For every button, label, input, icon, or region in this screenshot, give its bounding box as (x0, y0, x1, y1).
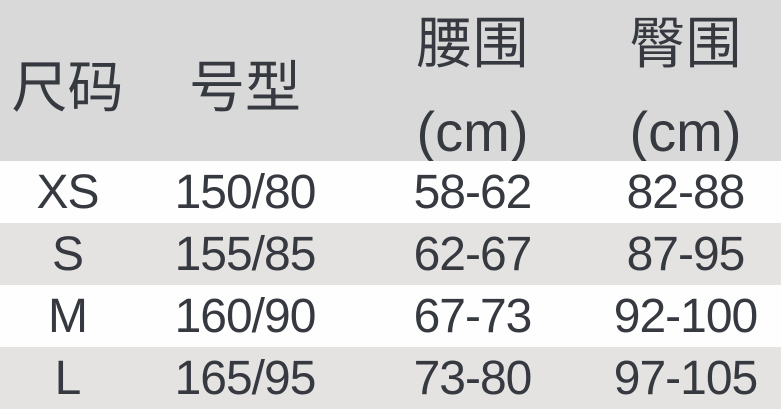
cell-hip: 97-105 (613, 351, 758, 405)
cell-hip: 87-95 (626, 227, 746, 281)
header-waist-unit: (cm) (416, 100, 529, 161)
header-hip-label: 臀围 (629, 12, 742, 75)
header-waist-label: 腰围 (416, 12, 529, 75)
cell-waist: 73-80 (413, 351, 533, 405)
header-hip-unit: (cm) (629, 100, 742, 161)
table-row-s: S 155/85 62-67 87-95 (0, 223, 781, 285)
header-cell-waist: 腰围 (cm) (355, 0, 590, 161)
cell-waist: 58-62 (413, 165, 533, 219)
cell-size: M (48, 289, 88, 343)
cell-size: L (54, 351, 82, 405)
cell-hip: 92-100 (613, 289, 758, 343)
header-cell-size: 尺码 (0, 0, 135, 161)
cell-hip: 82-88 (626, 165, 746, 219)
cell-size: XS (36, 165, 99, 219)
table-row-l: L 165/95 73-80 97-105 (0, 347, 781, 409)
cell-model: 160/90 (174, 289, 317, 343)
table-row-m: M 160/90 67-73 92-100 (0, 285, 781, 347)
cell-model: 155/85 (174, 227, 317, 281)
header-cell-hip: 臀围 (cm) (590, 0, 781, 161)
cell-waist: 62-67 (413, 227, 533, 281)
cell-size: S (51, 227, 84, 281)
table-header-row: 尺码 号型 腰围 (cm) 臀围 (cm) (0, 0, 781, 161)
cell-waist: 67-73 (413, 289, 533, 343)
cell-model: 150/80 (174, 165, 317, 219)
table-row-xs: XS 150/80 58-62 82-88 (0, 161, 781, 223)
cell-model: 165/95 (174, 351, 317, 405)
header-size-label: 尺码 (11, 56, 124, 119)
header-model-label: 号型 (189, 56, 301, 119)
header-cell-model: 号型 (135, 0, 355, 161)
